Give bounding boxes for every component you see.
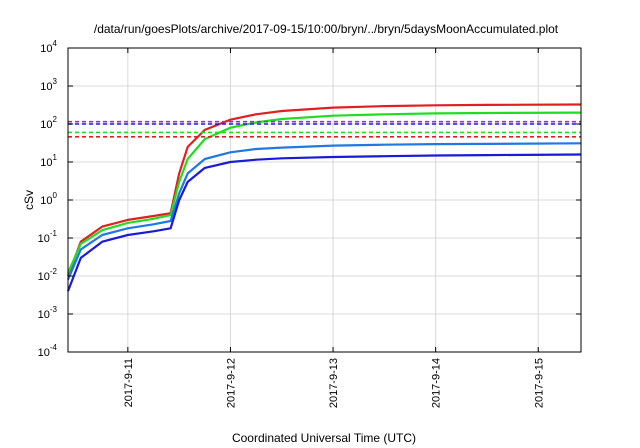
y-tick-label: 10-1 (38, 229, 58, 245)
grid (68, 48, 581, 352)
y-axis-label: cSv (22, 190, 36, 210)
series-line-2 (66, 111, 582, 274)
chart-title: /data/run/goesPlots/archive/2017-09-15/1… (94, 22, 559, 36)
y-tick-label: 102 (40, 115, 57, 131)
y-axis: 10-4 10-3 10-2 10-1 100 101 102 103 104 (38, 39, 581, 359)
x-axis: 2017-9-11 2017-9-12 2017-9-13 2017-9-14 2017… (123, 48, 545, 408)
series-line-1 (66, 103, 582, 277)
y-tick-label: 10-3 (38, 305, 58, 321)
y-tick-label: 10-2 (38, 267, 58, 283)
x-tick-label: 2017-9-15 (533, 358, 545, 408)
y-tick-label: 10-4 (38, 343, 58, 359)
x-axis-label: Coordinated Universal Time (UTC) (232, 431, 416, 445)
y-tick-label: 100 (40, 191, 57, 207)
series-group (66, 103, 582, 292)
y-tick-label: 103 (40, 77, 57, 93)
series-line-4 (66, 153, 582, 292)
y-tick-label: 104 (40, 39, 57, 55)
x-tick-label: 2017-9-13 (328, 358, 340, 408)
y-tick-label: 101 (40, 153, 57, 169)
series-line-3 (66, 142, 582, 281)
x-tick-label: 2017-9-14 (431, 358, 443, 408)
x-tick-label: 2017-9-11 (123, 358, 135, 407)
x-tick-label: 2017-9-12 (225, 358, 237, 408)
